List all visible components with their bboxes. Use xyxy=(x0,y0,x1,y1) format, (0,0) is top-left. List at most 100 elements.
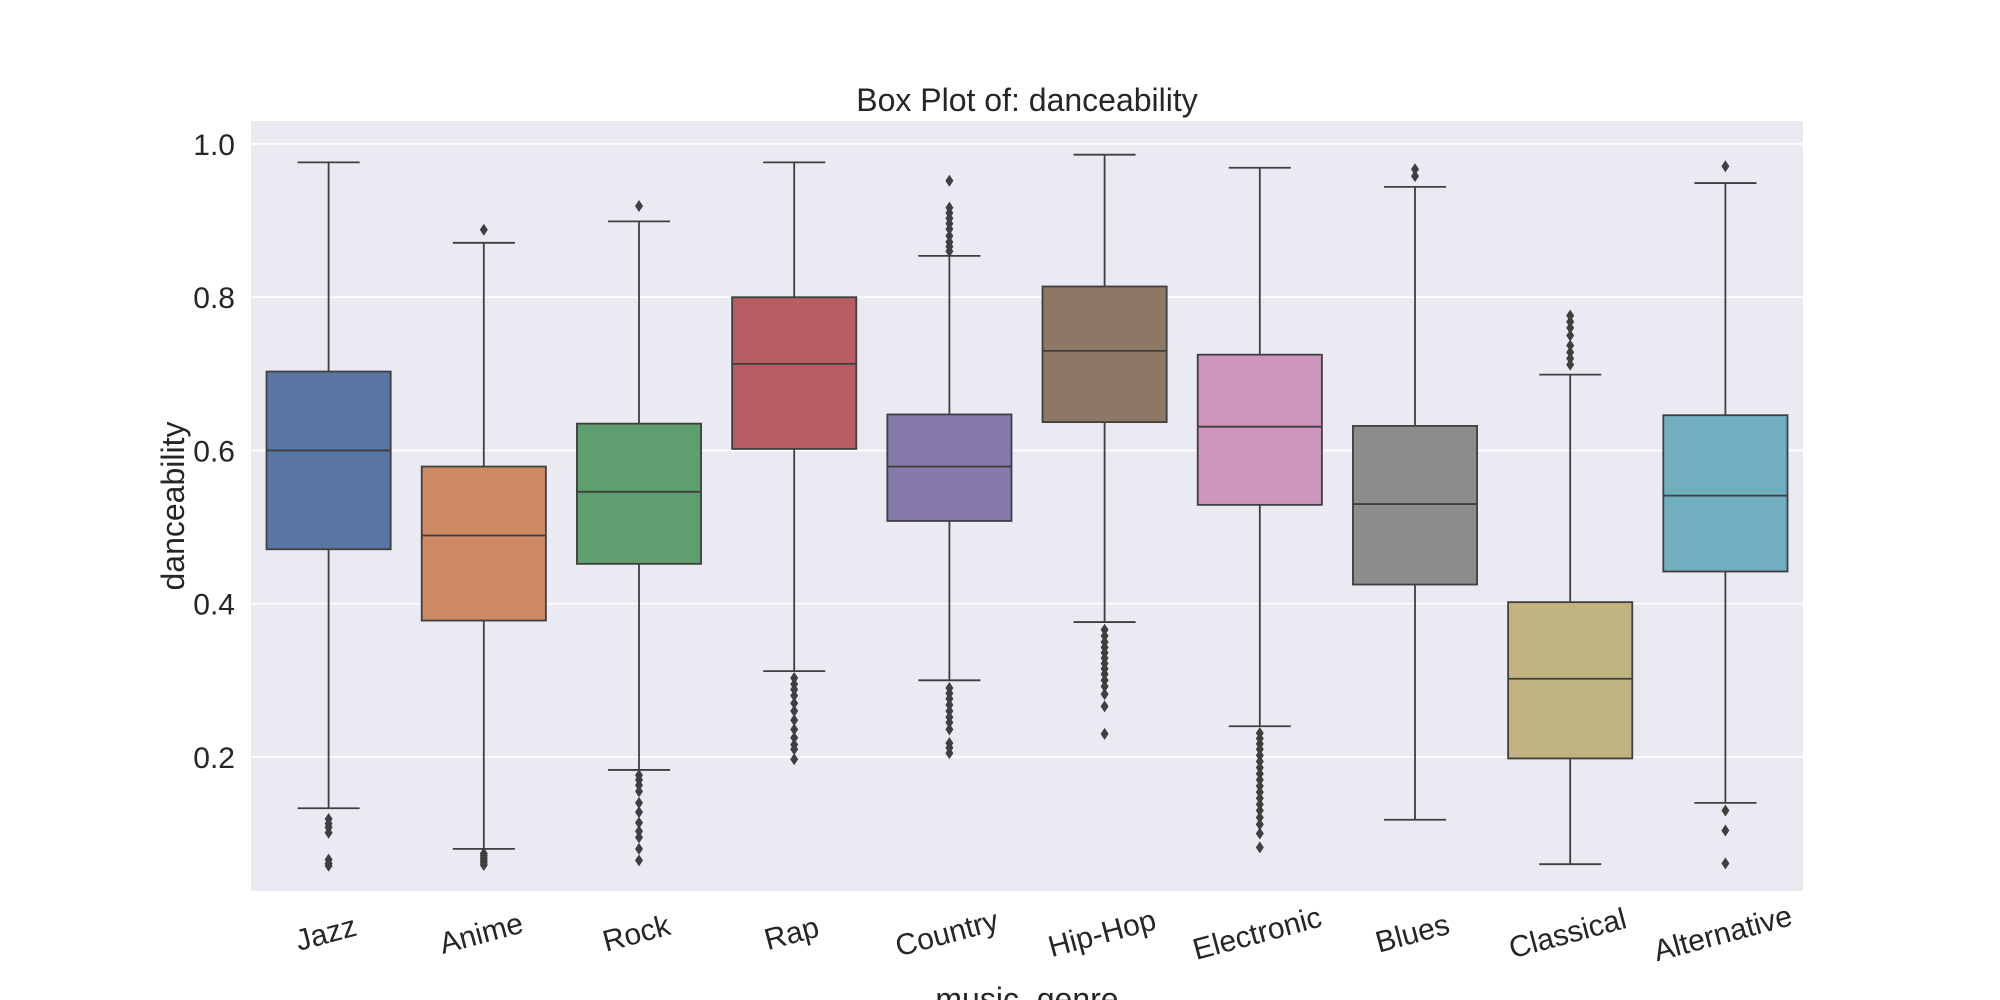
outlier-point xyxy=(324,826,333,839)
chart-title: Box Plot of: danceability xyxy=(856,82,1198,118)
y-tick-label: 0.6 xyxy=(193,435,235,468)
outlier-point xyxy=(1100,727,1109,740)
box-body xyxy=(576,422,702,565)
box-blues xyxy=(1352,163,1478,821)
outlier-point xyxy=(1255,780,1264,793)
box-rock xyxy=(576,200,702,867)
outlier-point xyxy=(790,689,799,702)
outlier-point xyxy=(1411,163,1419,176)
outlier-point xyxy=(790,723,799,736)
outlier-point xyxy=(324,859,333,872)
outlier-point xyxy=(945,747,954,760)
outlier-point xyxy=(1100,680,1109,693)
outlier-point xyxy=(1255,786,1264,799)
outlier-point xyxy=(790,731,799,744)
outlier-point xyxy=(635,796,643,809)
outlier-point xyxy=(1255,827,1264,840)
outlier-point xyxy=(1566,339,1575,352)
box-alternative xyxy=(1662,160,1789,870)
box-hip-hop xyxy=(1041,153,1168,740)
outlier-point xyxy=(1566,329,1575,342)
outlier-point xyxy=(635,842,643,855)
x-axis-label: music_genre xyxy=(935,981,1118,1000)
outlier-point xyxy=(945,245,954,258)
outlier-point xyxy=(1255,804,1264,817)
outlier-point xyxy=(1100,668,1109,681)
box-rap xyxy=(731,161,858,766)
box-body xyxy=(1507,601,1634,760)
outlier-point xyxy=(635,854,643,867)
outlier-point xyxy=(1255,755,1264,768)
outlier-point xyxy=(945,174,954,187)
outlier-point xyxy=(1566,352,1575,365)
outlier-point xyxy=(1100,623,1109,636)
x-tick-label: Anime xyxy=(436,907,527,961)
outlier-point xyxy=(945,223,954,236)
box-body xyxy=(1662,414,1789,573)
box-body xyxy=(731,296,858,450)
outlier-point xyxy=(790,683,799,696)
outlier-point xyxy=(790,753,799,766)
outlier-point xyxy=(635,831,643,844)
outlier-point xyxy=(790,697,799,710)
outlier-point xyxy=(1721,824,1730,837)
outlier-point xyxy=(635,779,643,792)
outlier-point xyxy=(945,716,954,729)
outlier-point xyxy=(479,858,488,871)
outlier-point xyxy=(635,200,643,213)
outlier-point xyxy=(790,672,799,685)
box-jazz xyxy=(265,161,392,872)
outlier-point xyxy=(1255,818,1264,831)
x-tick-label: Electronic xyxy=(1189,901,1325,967)
box-body xyxy=(420,465,547,622)
box-classical xyxy=(1507,309,1634,866)
outlier-point xyxy=(1721,857,1730,870)
box-body xyxy=(265,370,392,551)
x-tick-labels: Jazz Anime Rock Rap Country Hip-Hop Electronic… xyxy=(292,900,1796,969)
y-tick-labels: 0.2 0.4 0.6 0.8 1.0 xyxy=(193,129,235,775)
boxes xyxy=(265,153,1789,872)
x-tick-label: Country xyxy=(892,904,1002,963)
y-tick-label: 0.2 xyxy=(193,742,235,775)
outlier-point xyxy=(945,229,954,242)
outlier-point xyxy=(1411,170,1419,183)
x-tick-label: Alternative xyxy=(1650,900,1795,969)
outlier-point xyxy=(945,723,954,736)
box-country xyxy=(886,174,1013,760)
x-tick-label: Rock xyxy=(599,909,675,959)
outlier-point xyxy=(1566,315,1575,328)
outlier-point xyxy=(945,698,954,711)
outlier-point xyxy=(1100,700,1109,713)
y-tick-label: 1.0 xyxy=(193,129,235,162)
outlier-point xyxy=(1255,798,1264,811)
outlier-point xyxy=(790,743,799,756)
outlier-point xyxy=(1100,674,1109,687)
outlier-point xyxy=(1566,321,1575,334)
outlier-point xyxy=(1255,773,1264,786)
outlier-point xyxy=(945,704,954,717)
box-anime xyxy=(420,223,547,871)
y-axis-label: danceability xyxy=(155,422,191,591)
outlier-point xyxy=(635,806,643,819)
outlier-point xyxy=(1255,792,1264,805)
outlier-point xyxy=(1566,346,1575,359)
outlier-point xyxy=(635,785,643,798)
outlier-point xyxy=(1566,358,1575,371)
outlier-point xyxy=(1100,629,1109,642)
x-tick-label: Hip-Hop xyxy=(1045,904,1160,964)
outlier-point xyxy=(790,704,799,717)
x-tick-label: Jazz xyxy=(292,910,360,958)
outlier-point xyxy=(635,825,643,838)
outlier-point xyxy=(479,223,488,236)
outlier-point xyxy=(1255,743,1264,756)
x-tick-label: Classical xyxy=(1506,902,1630,965)
box-body xyxy=(1196,353,1323,506)
outlier-point xyxy=(1566,309,1575,322)
outlier-point xyxy=(1721,160,1730,173)
box-body xyxy=(1352,425,1478,586)
outlier-point xyxy=(1255,811,1264,824)
y-tick-label: 0.8 xyxy=(193,282,235,315)
x-tick-label: Rap xyxy=(761,911,823,957)
outlier-point xyxy=(635,816,643,829)
